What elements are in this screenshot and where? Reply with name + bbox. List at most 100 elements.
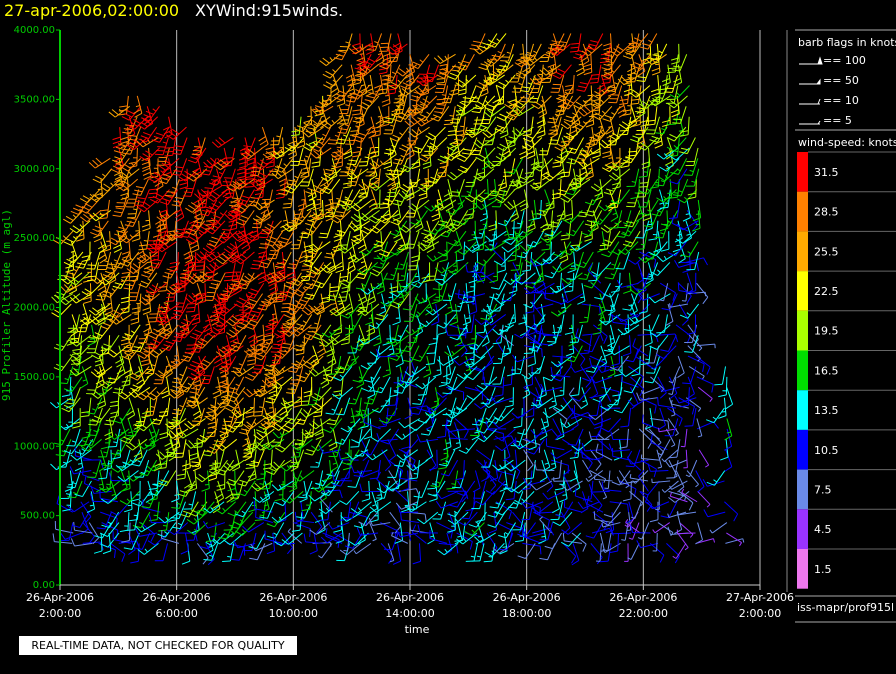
wind-barb [81, 418, 91, 439]
wind-barb [167, 355, 189, 369]
wind-barb [65, 387, 81, 405]
barb-flags-key: == 100 == 50 == 10 == 5 [799, 54, 866, 127]
wind-barb [158, 157, 180, 171]
colorbar-label: 22.5 [814, 285, 839, 298]
wind-barb [110, 158, 130, 173]
wind-barb [161, 530, 179, 544]
wind-barb [154, 366, 177, 379]
wind-barb [129, 366, 150, 381]
wind-barb [171, 480, 180, 503]
wind-barb [170, 501, 186, 520]
wind-barb [122, 470, 131, 492]
wind-barb [166, 220, 177, 241]
wind-barb [63, 376, 83, 393]
wind-barb [60, 282, 83, 293]
wind-barb [115, 345, 125, 368]
wind-barb [123, 449, 141, 466]
wind-barb [97, 231, 107, 254]
title-product: XYWind:915winds. [195, 1, 344, 20]
wind-barb [98, 272, 120, 286]
wind-barb [69, 366, 92, 377]
wind-barb [117, 178, 139, 192]
wind-barb [81, 241, 91, 262]
colorbar-label: 10.5 [814, 444, 839, 457]
source-label: iss-mapr/prof915l [797, 601, 895, 614]
wind-barb [145, 355, 159, 374]
wind-barb [106, 345, 129, 358]
wind-barb [141, 210, 151, 232]
wind-barb [86, 251, 101, 270]
wind-barb [122, 137, 138, 155]
wind-barb [90, 366, 113, 378]
wind-barb [82, 522, 95, 544]
wind-barb [126, 137, 148, 151]
wind-barb [116, 355, 126, 378]
quality-notice: REAL-TIME DATA, NOT CHECKED FOR QUALITY [19, 636, 297, 655]
wind-barb [138, 272, 158, 288]
wind-barb [83, 475, 101, 492]
wind-barb [112, 199, 129, 218]
wind-barb [129, 501, 140, 522]
wind-barb [149, 418, 157, 441]
wind-barb [63, 230, 83, 246]
wind-barb [133, 95, 143, 118]
wind-barb [69, 293, 92, 304]
wind-barb [61, 397, 81, 413]
wind-barbs [49, 33, 745, 566]
wind-barb [74, 449, 84, 472]
wind-barb [147, 303, 161, 323]
wind-barb [149, 345, 171, 358]
wind-barb [184, 470, 194, 493]
wind-barb [156, 209, 178, 223]
wind-speed-colorbar: 31.5 28.5 25.5 22.5 19.5 16.5 13.5 10.5 7.5 4.5 1.… [797, 151, 896, 589]
wind-barb [75, 220, 85, 242]
wind-barb [132, 491, 151, 507]
wind-barb [108, 472, 130, 482]
wind-barb [148, 514, 170, 524]
colorbar-label: 31.5 [814, 166, 839, 179]
wind-barb [106, 366, 122, 384]
wind-barb [126, 512, 139, 531]
wind-barb [126, 199, 140, 219]
wind-barb [82, 466, 100, 482]
colorbar-label: 25.5 [814, 245, 839, 258]
wind-barb [92, 168, 113, 184]
wind-barb [172, 366, 188, 384]
wind-barb [147, 532, 169, 546]
flag-label: == 5 [823, 114, 852, 127]
flag-label: == 100 [823, 54, 866, 67]
wind-barb [147, 324, 168, 340]
wind-barb [128, 147, 138, 169]
flag-label: == 50 [823, 74, 859, 87]
wind-barb [64, 470, 74, 492]
wind-barb [86, 397, 103, 415]
wind-barb [173, 293, 188, 312]
wind-barb [102, 532, 112, 555]
wind-barb [87, 324, 102, 343]
wind-barb [130, 543, 140, 564]
wind-barb [114, 220, 132, 237]
wind-barb [156, 147, 170, 166]
wind-barb [134, 532, 151, 550]
wind-barb [144, 397, 158, 416]
wind-barb [123, 532, 140, 550]
title-datetime: 27-apr-2006,02:00:00 [4, 1, 180, 20]
wind-barb [143, 335, 159, 353]
wind-barb [164, 428, 174, 451]
wind-barb [65, 387, 75, 409]
wind-barb [161, 376, 171, 399]
wind-barb [138, 126, 157, 143]
wind-barb [109, 387, 121, 407]
wind-barb [101, 334, 120, 351]
wind-barb [94, 522, 112, 539]
wind-barb [168, 501, 178, 522]
wind-barb [158, 470, 177, 487]
wind-barb [52, 533, 73, 544]
wind-barb [156, 314, 178, 326]
wind-barb [69, 334, 92, 347]
wind-barb [121, 522, 131, 543]
wind-barb [119, 491, 140, 505]
wind-barb [171, 511, 188, 530]
wind-barb [141, 106, 160, 122]
wind-barb [171, 491, 186, 509]
